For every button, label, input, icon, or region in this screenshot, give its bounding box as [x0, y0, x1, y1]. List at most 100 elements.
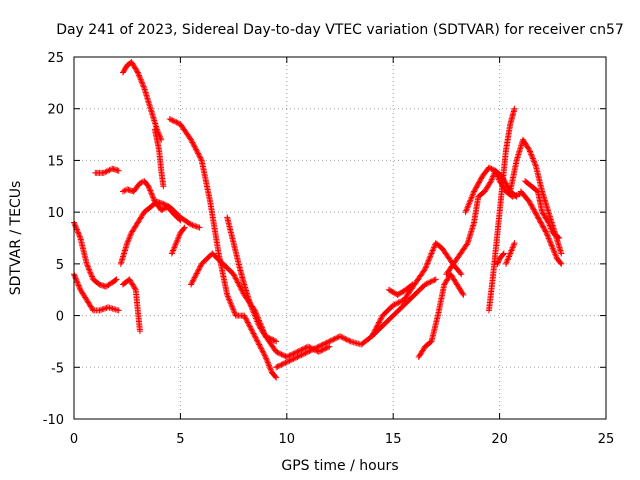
data-point — [134, 69, 141, 76]
data-point — [195, 266, 202, 273]
series-track-p — [415, 271, 467, 360]
data-point — [83, 260, 90, 267]
data-point — [247, 302, 254, 309]
data-point — [246, 322, 253, 329]
data-point — [476, 179, 483, 186]
data-point — [134, 68, 141, 75]
data-point — [251, 311, 258, 318]
data-point — [529, 154, 536, 161]
data-point — [310, 346, 317, 353]
data-point — [318, 347, 325, 354]
data-point — [532, 209, 539, 216]
data-point — [265, 334, 272, 341]
data-point — [188, 221, 195, 228]
data-point — [546, 236, 553, 243]
data-point — [88, 272, 95, 279]
data-point — [267, 366, 274, 373]
axis-ticks: 0 5 10 15 20 25 -10 -5 0 5 10 15 20 25 — [43, 51, 615, 447]
data-point — [173, 119, 180, 126]
x-tick-label: 25 — [598, 432, 615, 447]
data-point — [392, 300, 399, 307]
data-point — [194, 149, 201, 156]
data-point — [547, 225, 554, 232]
data-point — [493, 170, 500, 177]
x-tick-label: 0 — [70, 432, 78, 447]
data-point — [87, 269, 94, 276]
data-point — [256, 341, 263, 348]
data-point — [181, 224, 188, 231]
data-point — [301, 345, 308, 352]
data-point — [321, 346, 328, 353]
data-point — [75, 281, 82, 288]
data-point — [264, 358, 271, 365]
data-point — [232, 273, 239, 280]
data-point — [262, 353, 269, 360]
data-point — [124, 240, 131, 247]
data-point — [513, 192, 520, 199]
data-point — [234, 279, 241, 286]
data-point — [557, 259, 564, 266]
data-point — [230, 308, 237, 315]
data-point — [73, 226, 80, 233]
data-point — [369, 331, 376, 338]
data-point — [263, 355, 270, 362]
data-point — [249, 327, 256, 334]
data-point — [263, 333, 270, 340]
data-point — [265, 360, 272, 367]
data-point — [151, 197, 158, 204]
data-point — [293, 354, 300, 361]
data-point — [423, 263, 430, 270]
data-points — [71, 59, 565, 381]
data-point — [275, 362, 282, 369]
data-point — [230, 271, 237, 278]
series-track-w — [522, 178, 563, 241]
data-point — [465, 201, 472, 208]
data-point — [457, 270, 464, 277]
data-point — [489, 175, 496, 182]
data-point — [159, 206, 166, 213]
data-point — [261, 351, 268, 358]
series-track-n — [368, 240, 465, 340]
data-point — [424, 280, 431, 287]
data-point — [148, 190, 155, 197]
data-point — [75, 230, 82, 237]
data-point — [196, 153, 203, 160]
data-point — [509, 244, 516, 251]
data-point — [193, 271, 200, 278]
y-tick-label: 20 — [47, 103, 64, 118]
data-point — [86, 266, 93, 273]
data-point — [547, 223, 554, 230]
data-point — [149, 193, 156, 200]
data-point — [270, 337, 277, 344]
data-point — [526, 147, 533, 154]
data-point — [510, 241, 517, 248]
data-point — [171, 243, 178, 250]
data-point — [474, 181, 481, 188]
data-point — [430, 244, 437, 251]
y-axis-label: SDTVAR / TECUs — [8, 181, 24, 296]
data-point — [544, 218, 551, 225]
data-point — [170, 247, 177, 254]
data-point — [188, 280, 195, 287]
data-point — [253, 336, 260, 343]
data-point — [197, 156, 204, 163]
data-point — [190, 140, 197, 147]
data-point — [266, 363, 273, 370]
data-point — [287, 352, 294, 359]
data-point — [548, 241, 555, 248]
data-point — [85, 265, 92, 272]
data-point — [531, 158, 538, 165]
data-point — [176, 216, 183, 223]
data-point — [291, 355, 298, 362]
data-point — [135, 70, 142, 77]
data-point — [115, 167, 122, 174]
data-point — [262, 333, 269, 340]
data-point — [409, 281, 416, 288]
data-point — [283, 359, 290, 366]
data-point — [242, 315, 249, 322]
x-tick-label: 20 — [491, 432, 508, 447]
data-point — [227, 300, 234, 307]
data-point — [254, 319, 261, 326]
data-point — [512, 192, 519, 199]
data-point — [396, 298, 403, 305]
